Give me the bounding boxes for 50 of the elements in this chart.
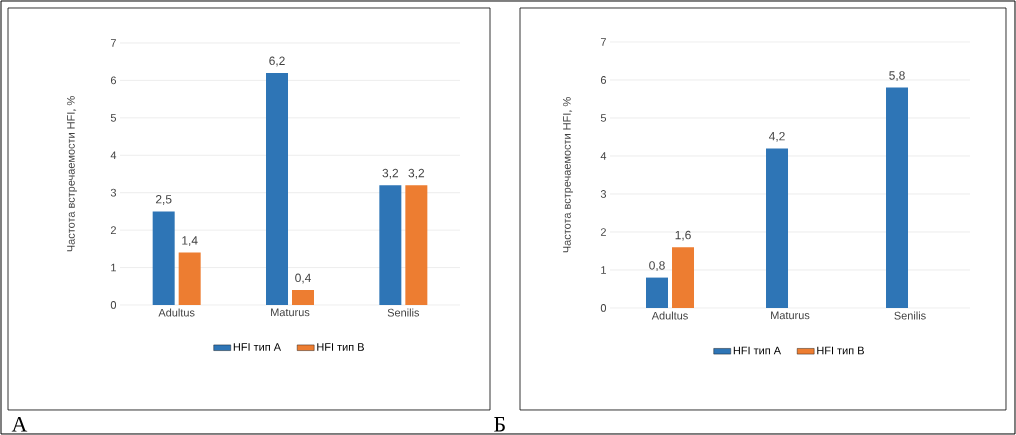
data-label: 0,8 — [649, 261, 665, 272]
bar — [886, 87, 909, 308]
y-tick-label: 2 — [110, 226, 116, 234]
x-tick-label: Maturus — [271, 308, 310, 317]
data-label: 3,2 — [382, 168, 399, 179]
y-axis-title: Частота встречаемости HFI, % — [563, 97, 573, 253]
text: А — [11, 417, 28, 432]
y-tick-label: 7 — [110, 39, 116, 47]
x-tick-label: Maturus — [771, 311, 810, 320]
data-label: 6,2 — [269, 56, 285, 67]
bar — [672, 247, 695, 308]
data-label: 0,4 — [295, 273, 311, 284]
y-tick-label: 3 — [110, 188, 117, 197]
y-tick-label: 2 — [600, 228, 606, 236]
y-tick-label: 0 — [600, 304, 607, 312]
bar — [266, 72, 289, 305]
data-label: 2,5 — [155, 195, 172, 205]
y-tick-label: 3 — [600, 190, 607, 198]
bar — [646, 277, 669, 308]
bar — [178, 252, 201, 305]
y-tick-label: 5 — [110, 114, 117, 122]
x-tick-label: Senilis — [894, 311, 926, 320]
x-tick-label: Adultus — [158, 308, 195, 317]
data-label: 3,2 — [408, 168, 425, 179]
y-tick-label: 1 — [111, 263, 116, 272]
y-tick-label: 5 — [600, 114, 607, 122]
y-tick-label: 0 — [110, 301, 117, 309]
data-label: 1,6 — [675, 230, 691, 241]
bar — [152, 211, 175, 305]
x-tick-label: Senilis — [387, 308, 420, 317]
data-label: 5,8 — [889, 71, 905, 82]
y-tick-label: 4 — [110, 151, 117, 160]
data-label: 1,4 — [182, 236, 198, 247]
text: Б — [494, 417, 505, 432]
legend-label: HFI тип А — [233, 343, 282, 351]
bar — [292, 290, 315, 305]
legend-label: HFI тип В — [817, 346, 864, 355]
bar — [766, 148, 789, 308]
legend-label: HFI тип А — [733, 346, 782, 355]
y-tick-label: 1 — [601, 266, 606, 274]
legend-label: HFI тип В — [317, 343, 364, 351]
y-tick-label: 6 — [110, 76, 117, 85]
y-tick-label: 7 — [600, 38, 606, 46]
y-tick-label: 6 — [600, 76, 607, 84]
data-label: 4,2 — [768, 131, 785, 142]
y-tick-label: 4 — [600, 152, 607, 160]
y-axis-title: Частота встречаемости HFI, % — [67, 96, 77, 252]
x-tick-label: Adultus — [651, 311, 688, 320]
bar — [405, 185, 428, 305]
bar — [379, 185, 402, 305]
